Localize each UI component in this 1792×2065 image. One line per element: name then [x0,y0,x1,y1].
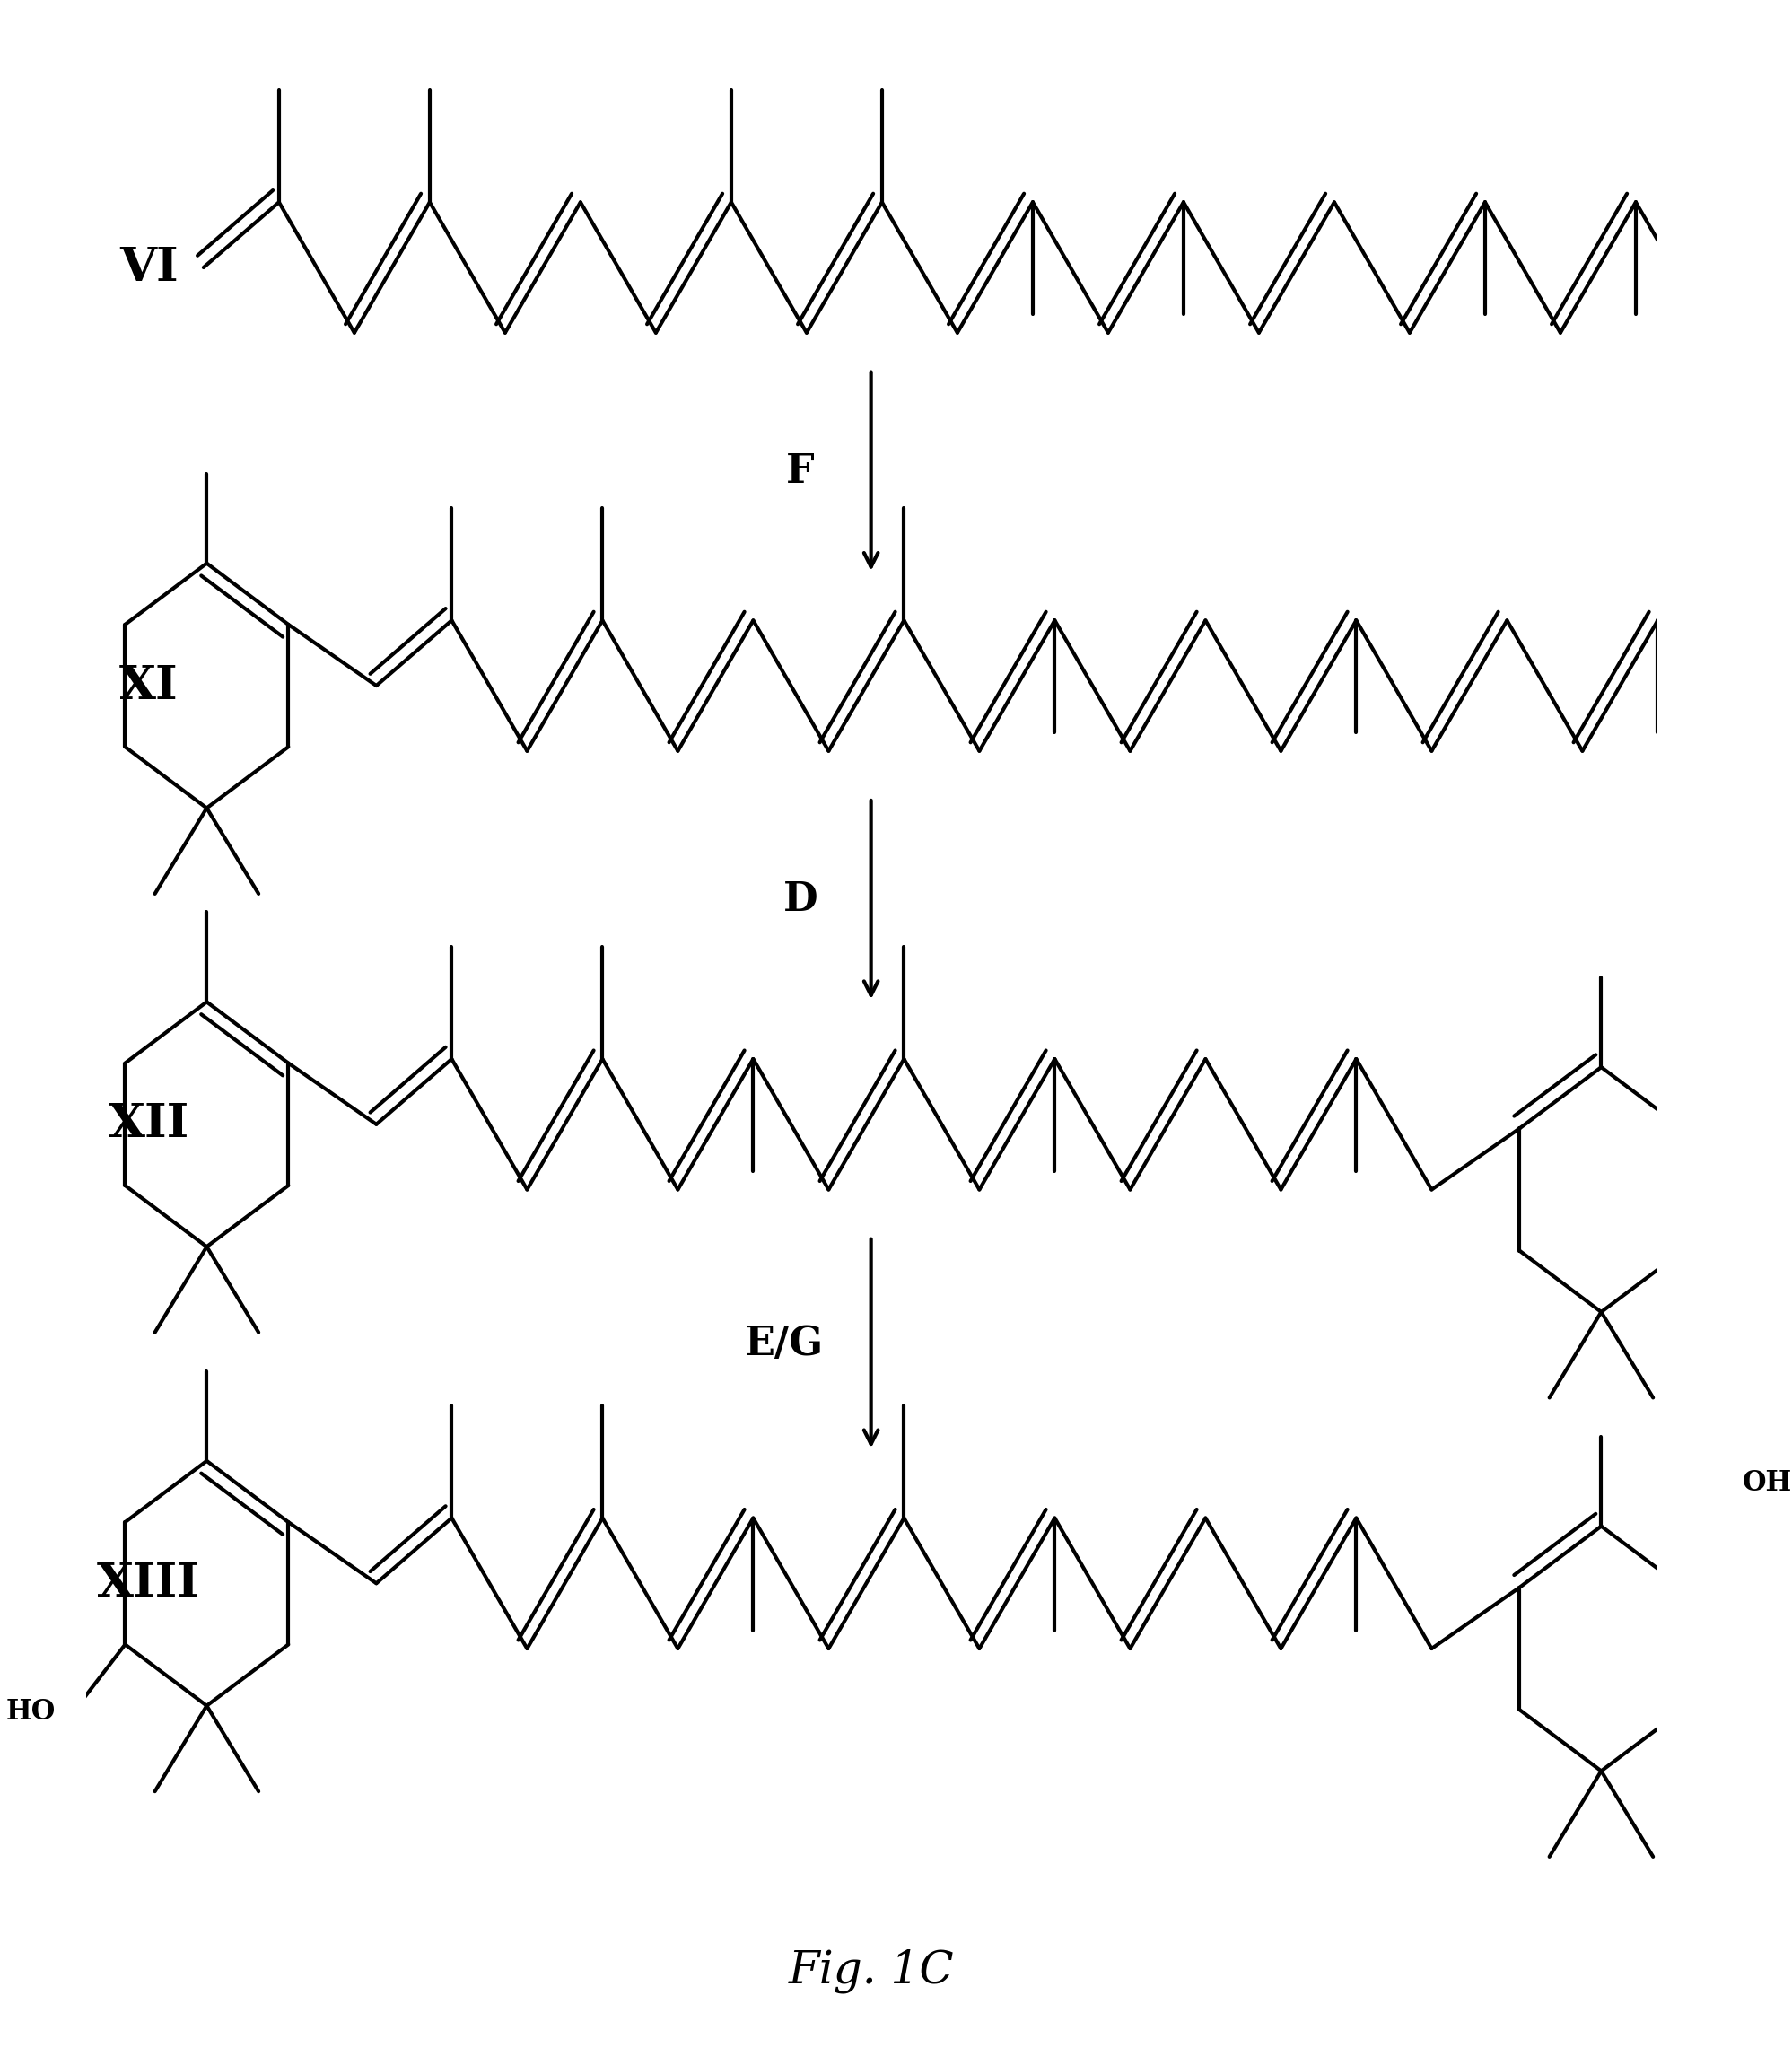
Text: OH: OH [1744,1470,1792,1497]
Text: XII: XII [108,1101,190,1148]
Text: F: F [787,452,815,491]
Text: D: D [783,880,817,919]
Text: E/G: E/G [745,1324,824,1363]
Text: XIII: XIII [97,1561,201,1607]
Text: HO: HO [5,1697,56,1726]
Text: XI: XI [120,663,177,708]
Text: Fig. 1C: Fig. 1C [788,1949,953,1993]
Text: VI: VI [120,244,177,291]
